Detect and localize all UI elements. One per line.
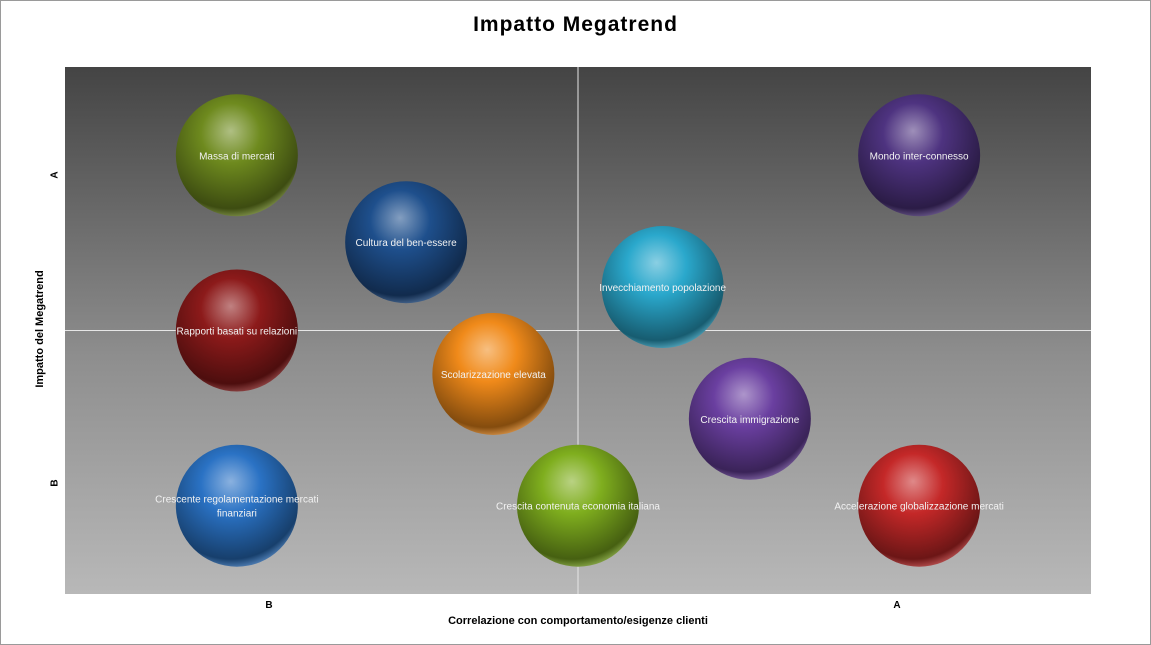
bubble-label: Massa di mercati xyxy=(199,151,275,162)
x-axis-label: Correlazione con comportamento/esigenze … xyxy=(448,615,708,627)
bubble-label: Invecchiamento popolazione xyxy=(599,283,726,294)
bubble[interactable] xyxy=(858,94,981,217)
bubble-label: Accelerazione globalizzazione mercati xyxy=(834,502,1004,513)
bubble-label: Crescita contenuta economia italiana xyxy=(496,502,660,513)
bubble[interactable] xyxy=(345,181,468,304)
bubble[interactable] xyxy=(175,444,298,567)
bubble[interactable] xyxy=(688,357,811,480)
bubble[interactable] xyxy=(858,444,981,567)
bubble[interactable] xyxy=(175,94,298,217)
chart-title: Impatto Megatrend xyxy=(473,13,678,36)
bubble-label: Rapporti basati su relazioni xyxy=(177,327,298,338)
y-tick-label: B xyxy=(49,479,61,487)
bubble[interactable] xyxy=(432,312,555,435)
bubble-label: Mondo inter-connesso xyxy=(870,151,969,162)
bubble-label: Crescita immigrazione xyxy=(700,415,799,426)
y-axis-label: Impatto del Megatrend xyxy=(34,270,46,388)
y-tick-label: A xyxy=(49,171,61,179)
bubble-label: Cultura del ben-essere xyxy=(356,238,458,249)
bubble-label: Crescente regolamentazione mercati finanz… xyxy=(155,495,318,520)
bubble-label: Scolarizzazione elevata xyxy=(441,370,546,381)
bubble[interactable] xyxy=(517,444,639,567)
bubble[interactable] xyxy=(175,269,298,392)
x-tick-label: A xyxy=(893,600,901,611)
x-tick-label: B xyxy=(265,600,273,611)
bubble[interactable] xyxy=(601,226,724,349)
